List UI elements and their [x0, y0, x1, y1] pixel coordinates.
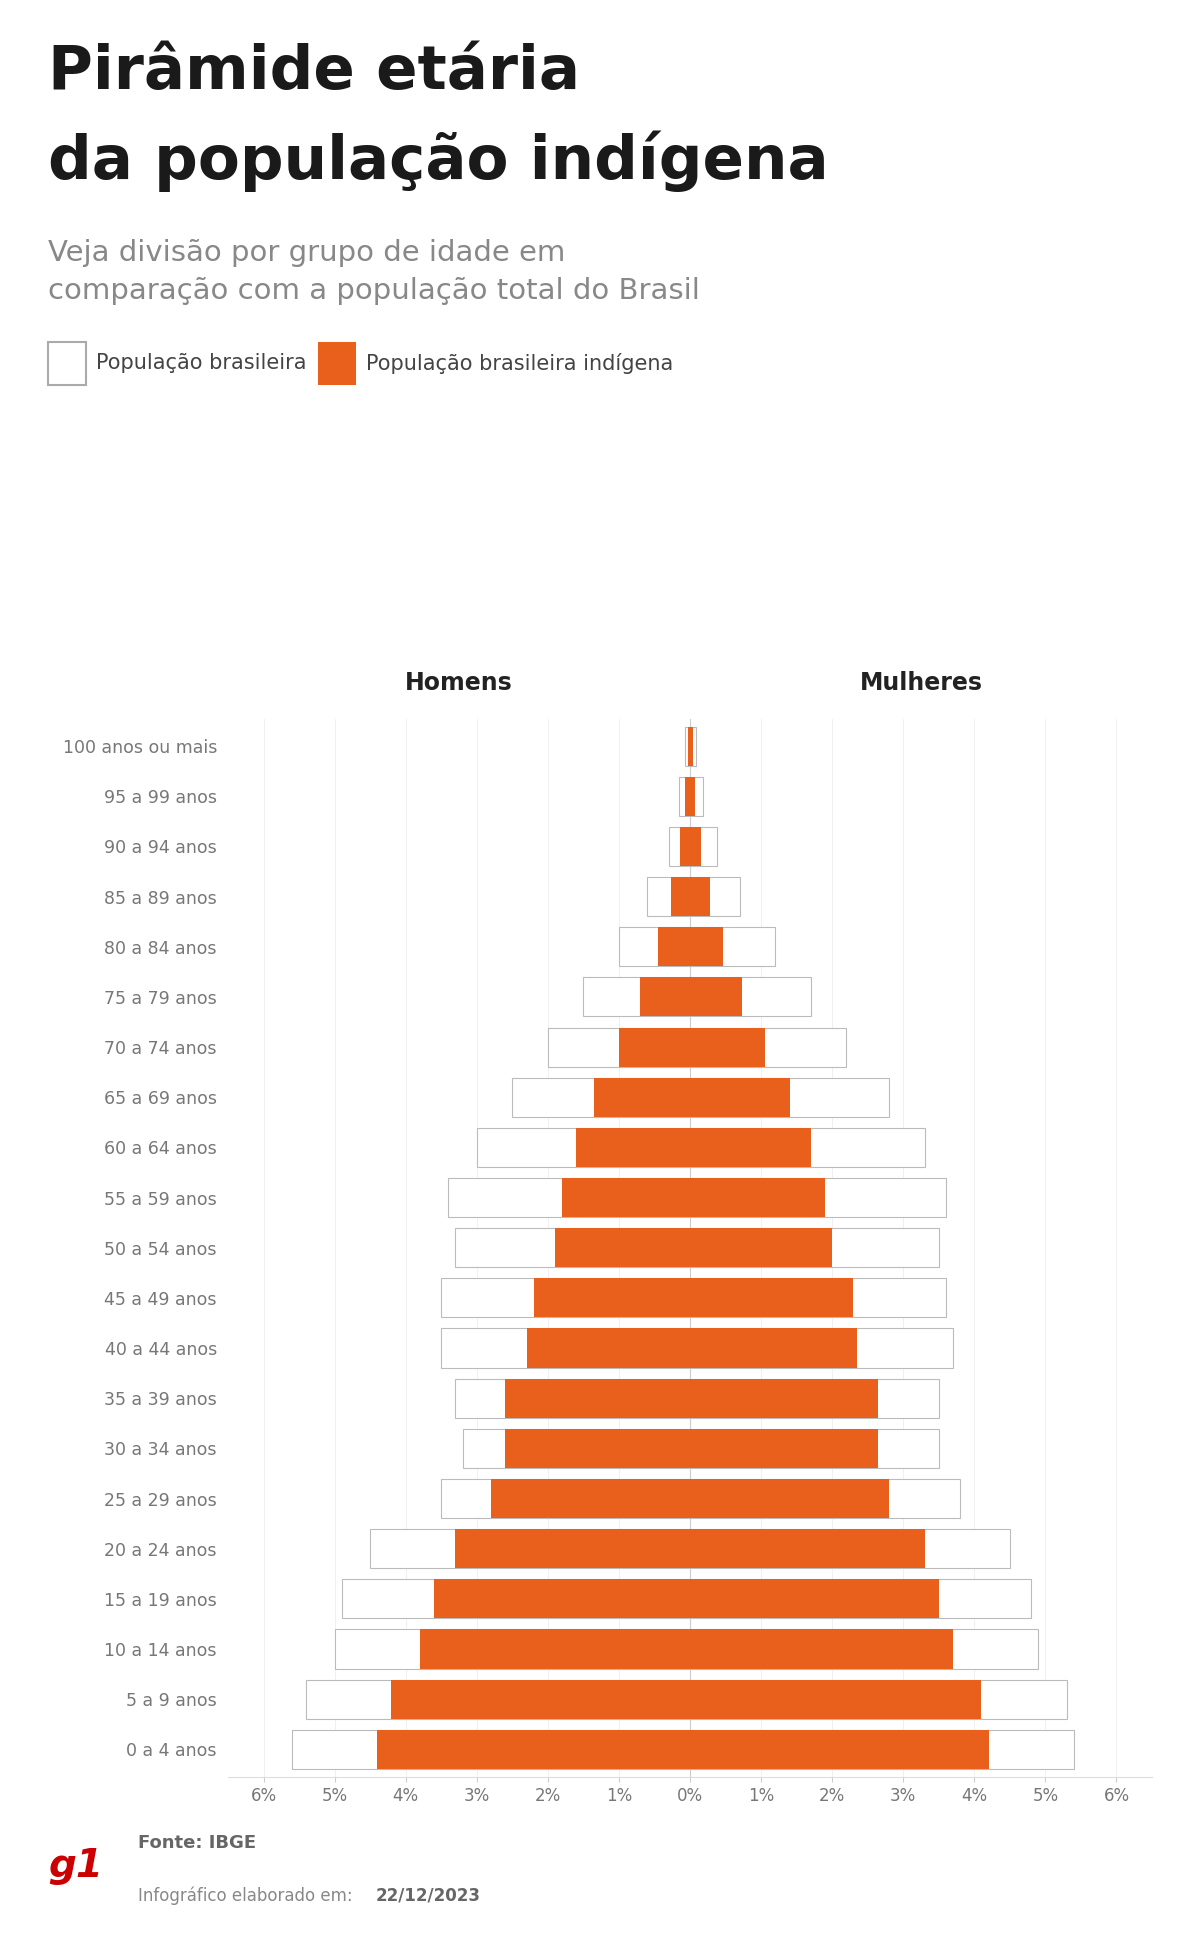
Bar — [306, 1680, 690, 1719]
Bar — [619, 926, 690, 967]
Bar — [420, 1629, 690, 1668]
Bar — [690, 1480, 889, 1519]
Bar — [462, 1429, 690, 1468]
Bar — [505, 1379, 690, 1418]
Bar — [505, 1429, 690, 1468]
Bar — [442, 1328, 690, 1367]
Bar — [512, 1078, 690, 1117]
Bar — [690, 1179, 946, 1218]
Bar — [391, 1680, 690, 1719]
Bar — [690, 977, 742, 1016]
Bar — [690, 1278, 853, 1317]
Text: População brasileira: População brasileira — [96, 353, 306, 373]
Bar — [576, 1128, 690, 1167]
Bar — [342, 1579, 690, 1618]
Text: Infográfico elaborado em:: Infográfico elaborado em: — [138, 1886, 358, 1905]
Bar — [680, 827, 690, 866]
Bar — [434, 1579, 690, 1618]
Bar — [685, 777, 690, 816]
Bar — [690, 1227, 938, 1268]
Bar — [527, 1328, 690, 1367]
Bar — [690, 1328, 857, 1367]
Bar — [690, 1528, 924, 1569]
Bar — [554, 1227, 690, 1268]
Bar — [690, 1730, 989, 1769]
Bar — [442, 1480, 690, 1519]
Bar — [583, 977, 690, 1016]
Bar — [370, 1528, 690, 1569]
Bar — [690, 827, 718, 866]
Bar — [690, 1480, 960, 1519]
Bar — [690, 1680, 982, 1719]
Bar — [690, 1278, 946, 1317]
Bar — [690, 1379, 938, 1418]
Bar — [594, 1078, 690, 1117]
Bar — [679, 777, 690, 816]
Bar — [690, 1579, 938, 1618]
Text: Fonte: IBGE: Fonte: IBGE — [138, 1833, 256, 1853]
Bar — [690, 1680, 1067, 1719]
Text: População brasileira indígena: População brasileira indígena — [366, 353, 673, 373]
Bar — [690, 1027, 764, 1066]
Bar — [548, 1027, 690, 1066]
Text: Veja divisão por grupo de idade em
comparação com a população total do Brasil: Veja divisão por grupo de idade em compa… — [48, 239, 700, 305]
Bar — [690, 1128, 811, 1167]
Bar — [456, 1528, 690, 1569]
Bar — [491, 1480, 690, 1519]
Bar — [690, 878, 739, 917]
Bar — [690, 926, 775, 967]
Bar — [456, 1227, 690, 1268]
Bar — [688, 726, 690, 765]
Bar — [641, 977, 690, 1016]
Bar — [377, 1730, 690, 1769]
Bar — [690, 1629, 953, 1668]
Text: Pirâmide etária: Pirâmide etária — [48, 43, 580, 101]
Text: Homens: Homens — [406, 672, 512, 695]
Bar — [690, 1328, 953, 1367]
Bar — [690, 1730, 1074, 1769]
Bar — [476, 1128, 690, 1167]
Bar — [456, 1379, 690, 1418]
Bar — [442, 1278, 690, 1317]
Bar — [690, 726, 696, 765]
Text: Mulheres: Mulheres — [859, 672, 983, 695]
Bar — [647, 878, 690, 917]
Bar — [690, 1179, 826, 1218]
Bar — [690, 977, 811, 1016]
Bar — [690, 926, 724, 967]
Bar — [449, 1179, 690, 1218]
Text: 22/12/2023: 22/12/2023 — [376, 1886, 480, 1905]
Bar — [668, 827, 690, 866]
Bar — [690, 1078, 790, 1117]
Bar — [619, 1027, 690, 1066]
Bar — [685, 726, 690, 765]
Bar — [690, 1579, 1031, 1618]
Bar — [690, 1629, 1038, 1668]
Bar — [534, 1278, 690, 1317]
Bar — [690, 777, 695, 816]
Bar — [690, 1027, 846, 1066]
Bar — [690, 827, 701, 866]
Text: g1: g1 — [48, 1847, 103, 1886]
Bar — [671, 878, 690, 917]
Bar — [690, 777, 703, 816]
Bar — [690, 878, 710, 917]
Bar — [335, 1629, 690, 1668]
Bar — [690, 1528, 1010, 1569]
Bar — [690, 1429, 938, 1468]
Text: da população indígena: da população indígena — [48, 130, 829, 192]
Bar — [690, 1078, 889, 1117]
Bar — [658, 926, 690, 967]
Bar — [562, 1179, 690, 1218]
Bar — [690, 1379, 878, 1418]
Bar — [292, 1730, 690, 1769]
Bar — [690, 1128, 924, 1167]
Bar — [690, 1227, 832, 1268]
Bar — [690, 1429, 878, 1468]
Bar — [690, 726, 692, 765]
